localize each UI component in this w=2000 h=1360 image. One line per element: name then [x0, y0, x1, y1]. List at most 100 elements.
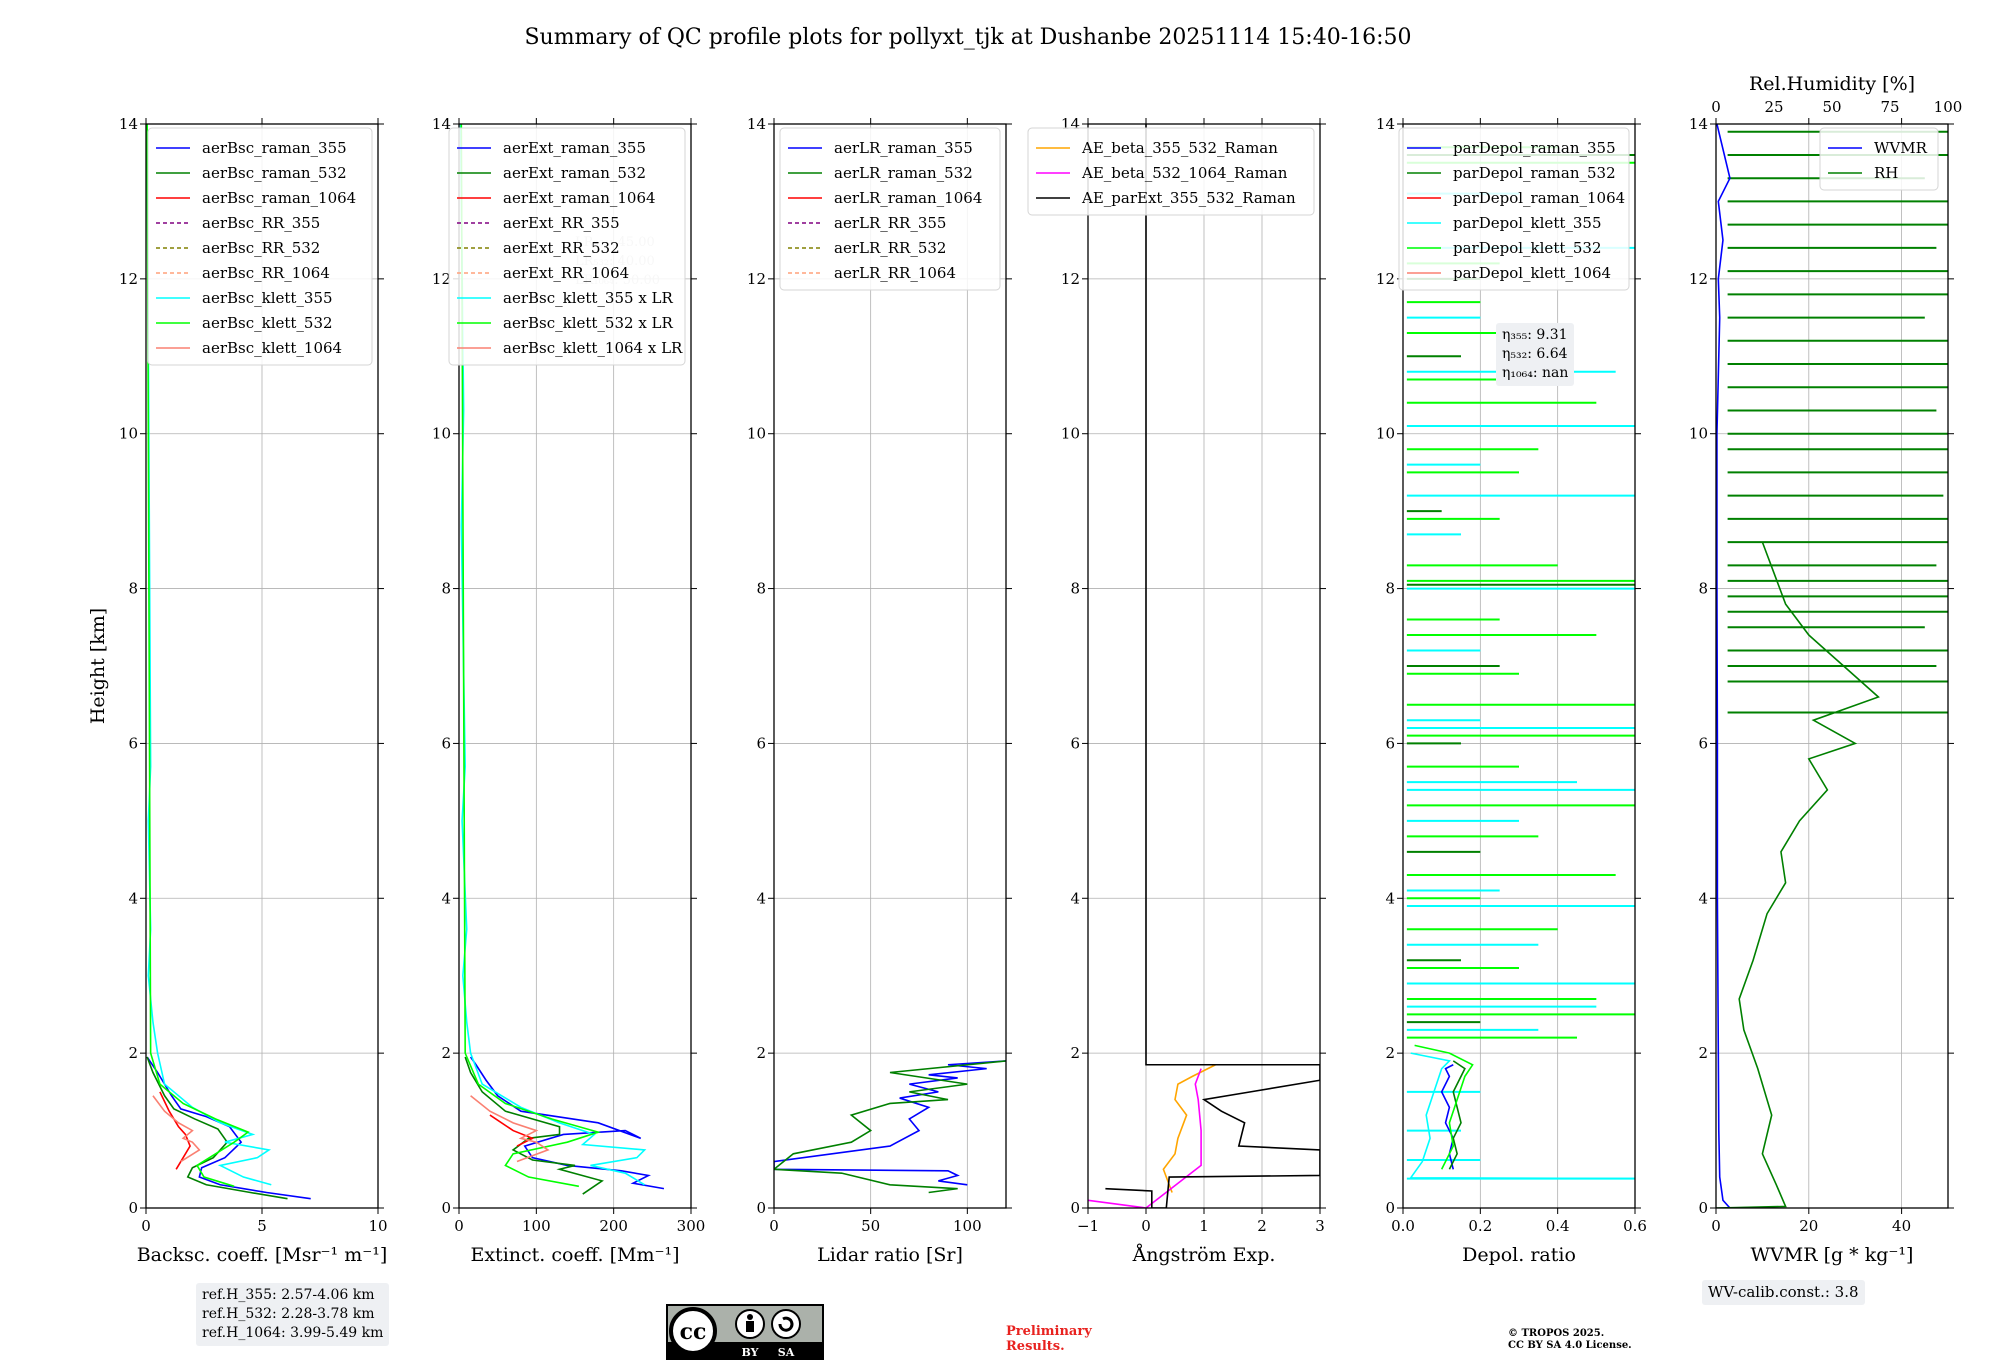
x-tick-label: 1: [1199, 1217, 1209, 1235]
y-tick-label: 6: [441, 734, 451, 752]
legend-label: aerLR_raman_355: [834, 139, 973, 157]
legend-box: [1819, 127, 1939, 191]
y-tick-label: 10: [1376, 425, 1395, 443]
series-aerBsc_raman_532: [146, 1056, 288, 1200]
series-aerBsc_klett_532 x LR: [460, 124, 601, 1188]
y-tick-label: 0: [128, 1199, 138, 1217]
series-AE_beta_532_1064_Raman: [1088, 1068, 1202, 1208]
copyright-line-2: CC BY SA 4.0 License.: [1508, 1340, 1632, 1351]
legend-label: aerExt_raman_1064: [503, 189, 656, 207]
panel-depol: 0.0 0.2 0.4 0.6 0 2 4 6 8 10 12 14 Depol. ratio parDe…: [1376, 115, 1647, 1266]
x-tick-label: 0.0: [1391, 1217, 1415, 1235]
panel-lr: 0 50 100 0 2 4 6 8 10 12 14 Lidar ratio [Sr] aerLR_r…: [747, 115, 1012, 1266]
legend-label: parDepol_raman_532: [1453, 164, 1616, 182]
legend-label: AE_beta_355_532_Raman: [1081, 139, 1278, 157]
x-tick-label: 0: [1711, 1217, 1721, 1235]
legend-bsc: aerBsc_raman_355 aerBsc_raman_532 aerBsc_r…: [147, 127, 373, 366]
legend-label: aerLR_RR_355: [834, 214, 946, 232]
panel-ext: 0 100 200 300 0 2 4 6 8 10 12 14 Extinct. coeff. [Mm…: [432, 115, 705, 1266]
y-tick-label: 4: [1698, 889, 1708, 907]
series-parDepol_klett_355: [1409, 1052, 1635, 1180]
refh-1064: ref.H_1064: 3.99-5.49 km: [202, 1325, 384, 1341]
x-tick-label: 0.2: [1468, 1217, 1492, 1235]
legend-label: WVMR: [1874, 139, 1928, 157]
refh-355: ref.H_355: 2.57-4.06 km: [202, 1287, 375, 1303]
x-tick-label: 0.4: [1546, 1217, 1570, 1235]
y-tick-label: 8: [1698, 580, 1708, 598]
plot-area-lr: [774, 1060, 1006, 1194]
legend-label: parDepol_klett_355: [1453, 214, 1602, 232]
series-aerBsc_raman_1064: [159, 1091, 191, 1170]
legend-box: [779, 127, 1001, 291]
y-tick-label: 10: [1061, 425, 1080, 443]
x-tick-label: 3: [1315, 1217, 1325, 1235]
y-axis-label: Height [km]: [87, 608, 109, 724]
legend-ae: AE_beta_355_532_Raman AE_beta_532_1064_Ra…: [1027, 127, 1315, 216]
x-tick-label: 0: [769, 1217, 779, 1235]
x-tick-label: 40: [1892, 1217, 1911, 1235]
copyright-line-1: © TROPOS 2025.: [1508, 1328, 1605, 1339]
legend-box: [1027, 127, 1315, 216]
reference-height-box: ref.H_355: 2.57-4.06 km ref.H_532: 2.28-…: [196, 1283, 390, 1346]
y-tick-label: 2: [1070, 1044, 1080, 1062]
wv-calib-text: WV-calib.const.: 3.8: [1708, 1283, 1859, 1301]
x-tick-label: −1: [1077, 1217, 1099, 1235]
cc-letters: cc: [680, 1319, 707, 1345]
by-person-head: [747, 1314, 753, 1320]
y-tick-label: 8: [128, 580, 138, 598]
legend-label: aerBsc_raman_532: [202, 164, 347, 182]
y-tick-label: 0: [1698, 1199, 1708, 1217]
y-tick-label: 12: [119, 270, 138, 288]
panel-bsc: 0 5 10 0 2 4 6 8 10 12 14 Backsc. coeff. [Msr⁻¹ m⁻¹…: [87, 115, 388, 1266]
legend-label: aerBsc_klett_532 x LR: [503, 314, 674, 332]
y-tick-label: 4: [441, 889, 451, 907]
series-aerBsc_raman_355: [146, 1056, 311, 1200]
legend-lr: aerLR_raman_355 aerLR_raman_532 aerLR_rama…: [779, 127, 1001, 291]
x-tick-label: 0: [1141, 1217, 1151, 1235]
x-tick-label: 0: [141, 1217, 151, 1235]
x-axis-label: Backsc. coeff. [Msr⁻¹ m⁻¹]: [137, 1244, 388, 1266]
x-tick-label: 0: [454, 1217, 464, 1235]
legend-label: aerBsc_klett_355: [202, 289, 333, 307]
top-x-axis-label: Rel.Humidity [%]: [1749, 73, 1915, 95]
legend-label: aerBsc_klett_355 x LR: [503, 289, 674, 307]
legend-label: parDepol_klett_532: [1453, 239, 1602, 257]
y-tick-label: 12: [1376, 270, 1395, 288]
plot-area-depol: [1406, 146, 1635, 1180]
x-axis-label: Lidar ratio [Sr]: [817, 1244, 963, 1266]
y-tick-label: 12: [747, 270, 766, 288]
y-tick-label: 4: [128, 889, 138, 907]
y-tick-label: 12: [1689, 270, 1708, 288]
legend-label: aerBsc_RR_532: [202, 239, 320, 257]
y-tick-label: 6: [1698, 734, 1708, 752]
series-WVMR: [1716, 124, 1731, 1208]
legend-label: aerBsc_raman_1064: [202, 189, 356, 207]
y-tick-label: 0: [441, 1199, 451, 1217]
y-tick-label: 8: [1070, 580, 1080, 598]
top-x-tick-label: 0: [1711, 98, 1721, 116]
legend-label: aerBsc_RR_1064: [202, 264, 330, 282]
x-axis-label: Extinct. coeff. [Mm⁻¹]: [470, 1244, 679, 1266]
legend-label: RH: [1874, 164, 1898, 182]
x-tick-label: 100: [522, 1217, 551, 1235]
legend-depol: parDepol_raman_355 parDepol_raman_532 parD…: [1398, 127, 1630, 291]
legend-ext: aerExt_raman_355 aerExt_raman_532 aerExt_r…: [448, 127, 686, 366]
eta-1064: η₁₀₆₄: nan: [1502, 365, 1569, 381]
y-tick-label: 2: [128, 1044, 138, 1062]
legend-label: aerBsc_klett_532: [202, 314, 333, 332]
axes-frame: [1402, 123, 1636, 1209]
axes-frame: [458, 123, 692, 1209]
legend-label: aerBsc_klett_1064 x LR: [503, 339, 683, 357]
plot-area-wv: [1716, 124, 1948, 1208]
y-tick-label: 14: [747, 115, 766, 133]
legend-label: aerExt_RR_355: [503, 214, 620, 232]
series-aerLR_raman_355: [774, 1060, 1006, 1186]
y-tick-label: 4: [1070, 889, 1080, 907]
y-tick-label: 8: [441, 580, 451, 598]
y-tick-label: 10: [1689, 425, 1708, 443]
by-person-body: [746, 1321, 754, 1332]
x-tick-label: 2: [1257, 1217, 1267, 1235]
sa-arrow-icon: [771, 1309, 801, 1339]
legend-label: aerLR_raman_532: [834, 164, 973, 182]
